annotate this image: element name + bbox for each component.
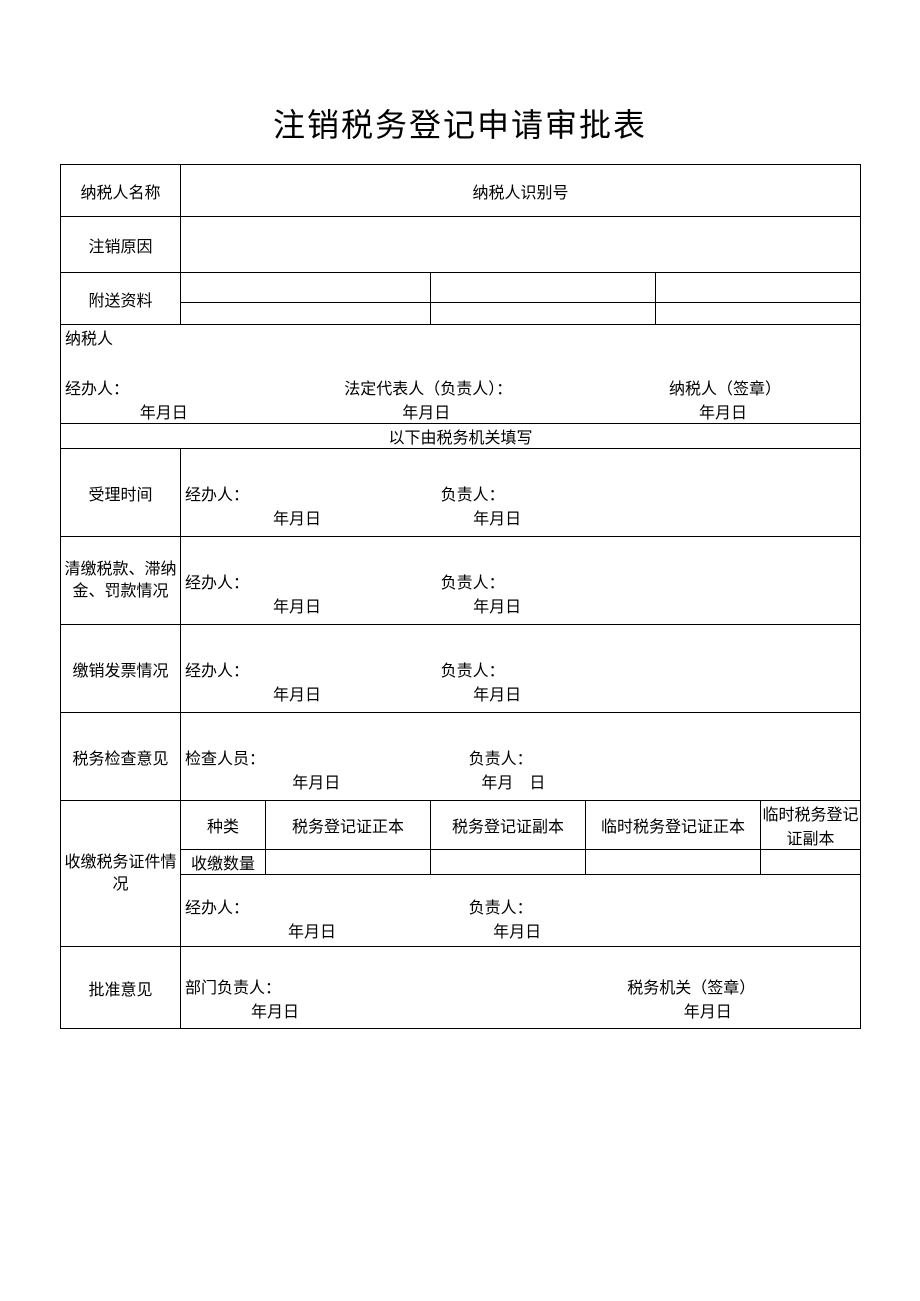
cert-type-2: 税务登记证副本 (431, 801, 586, 850)
clear-responsible-date: 年月日 (413, 593, 860, 617)
collect-cert-sig-block: 经办人： 负责人： 年月日 年月日 (181, 875, 861, 947)
dept-head-date: 年月日 (181, 998, 556, 1022)
attachments-label: 附送资料 (61, 273, 181, 325)
taxpayer-seal-date: 年月日 (586, 399, 860, 423)
cancel-reason-label: 注销原因 (61, 217, 181, 273)
attachment-cell-3[interactable] (656, 273, 861, 303)
inspect-responsible-label: 负责人： (465, 745, 860, 769)
taxpayer-name-value: 纳税人识别号 (181, 165, 861, 217)
cert-qty-2[interactable] (431, 850, 586, 875)
cancel-invoice-label: 缴销发票情况 (61, 625, 181, 713)
accept-responsible-label: 负责人： (437, 481, 860, 505)
legal-rep-date: 年月日 (266, 399, 586, 423)
accept-responsible-date: 年月日 (413, 505, 860, 529)
accept-handler-date: 年月日 (181, 505, 413, 529)
attachment-cell-6[interactable] (656, 303, 861, 325)
taxpayer-seal-role: 纳税人（签章） (586, 375, 860, 399)
clear-handler-label: 经办人： (181, 569, 437, 593)
legal-rep-role: 法定代表人（负责人）： (266, 375, 586, 399)
form-title: 注销税务登记申请审批表 (60, 100, 860, 146)
inspect-responsible-date: 年月 日 (451, 769, 860, 793)
accept-time-block: 经办人： 负责人： 年月日 年月日 (181, 449, 861, 537)
tax-authority-banner: 以下由税务机关填写 (61, 424, 861, 449)
tax-inspect-block: 检查人员： 负责人： 年月日 年月 日 (181, 713, 861, 801)
collect-handler-label: 经办人： (181, 894, 465, 918)
cert-type-3: 临时税务登记证正本 (586, 801, 761, 850)
clear-responsible-label: 负责人： (437, 569, 860, 593)
cancel-invoice-block: 经办人： 负责人： 年月日 年月日 (181, 625, 861, 713)
clear-tax-block: 经办人： 负责人： 年月日 年月日 (181, 537, 861, 625)
approve-label: 批准意见 (61, 947, 181, 1029)
tax-authority-seal-label: 税务机关（签章） (523, 974, 861, 998)
dept-head-label: 部门负责人： (181, 974, 523, 998)
invoice-responsible-label: 负责人： (437, 657, 860, 681)
collect-responsible-date: 年月日 (443, 918, 860, 942)
attachment-cell-5[interactable] (431, 303, 656, 325)
invoice-handler-label: 经办人： (181, 657, 437, 681)
handler-date: 年月日 (61, 399, 266, 423)
cert-type-label: 种类 (181, 801, 266, 850)
cert-type-4: 临时税务登记证副本 (761, 801, 861, 850)
cert-qty-4[interactable] (761, 850, 861, 875)
cert-qty-label: 收缴数量 (181, 850, 266, 875)
taxpayer-id-label: 纳税人识别号 (473, 185, 569, 202)
collect-cert-label: 收缴税务证件情况 (61, 801, 181, 947)
taxpayer-signature-block: 纳税人 经办人： 年月日 法定代表人（负责人）： 年月日 纳税人（签章） 年月日 (61, 325, 861, 424)
attachment-cell-2[interactable] (431, 273, 656, 303)
collect-handler-date: 年月日 (181, 918, 443, 942)
inspector-date: 年月日 (181, 769, 451, 793)
cert-qty-3[interactable] (586, 850, 761, 875)
attachment-cell-1[interactable] (181, 273, 431, 303)
clear-handler-date: 年月日 (181, 593, 413, 617)
cancel-reason-value[interactable] (181, 217, 861, 273)
attachment-cell-4[interactable] (181, 303, 431, 325)
taxpayer-name-label: 纳税人名称 (61, 165, 181, 217)
inspector-label: 检查人员： (181, 745, 465, 769)
cert-qty-1[interactable] (266, 850, 431, 875)
approve-block: 部门负责人： 税务机关（签章） 年月日 年月日 (181, 947, 861, 1029)
tax-authority-seal-date: 年月日 (556, 998, 861, 1022)
taxpayer-section-label: 纳税人 (61, 325, 860, 349)
collect-responsible-label: 负责人： (465, 894, 860, 918)
handler-role: 经办人： (61, 375, 266, 399)
clear-tax-label: 清缴税款、滞纳金、罚款情况 (61, 537, 181, 625)
invoice-handler-date: 年月日 (181, 681, 413, 705)
cert-type-1: 税务登记证正本 (266, 801, 431, 850)
tax-inspect-label: 税务检查意见 (61, 713, 181, 801)
invoice-responsible-date: 年月日 (413, 681, 860, 705)
accept-time-label: 受理时间 (61, 449, 181, 537)
registration-cancel-form: 纳税人名称 纳税人识别号 注销原因 附送资料 纳税人 经办人： 年月日 (60, 164, 861, 1029)
accept-handler-label: 经办人： (181, 481, 437, 505)
